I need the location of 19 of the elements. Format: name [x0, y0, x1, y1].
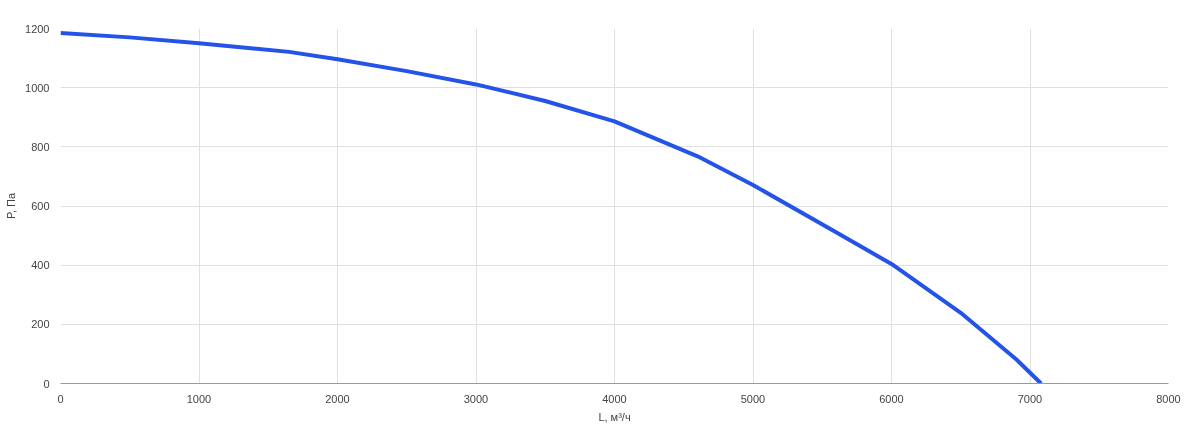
x-tick-label: 7000 — [1017, 392, 1043, 405]
y-axis-title: P, Па — [5, 192, 18, 220]
y-tick-label: 200 — [31, 318, 50, 331]
x-tick-label: 1000 — [186, 392, 212, 405]
y-tick-label: 0 — [43, 377, 50, 390]
x-tick-label: 3000 — [463, 392, 489, 405]
x-tick-label: 5000 — [740, 392, 766, 405]
y-tick-label: 600 — [31, 200, 50, 212]
line-series — [60, 30, 1044, 384]
x-tick-label: 2000 — [325, 392, 350, 405]
y-tick-label: 400 — [31, 259, 50, 272]
y-tick-label: 1200 — [25, 22, 50, 35]
x-tick-label: 0 — [57, 392, 64, 405]
y-tick-label: 1000 — [25, 81, 50, 94]
y-tick-label: 800 — [31, 140, 50, 153]
x-tick-label: 8000 — [1156, 392, 1181, 405]
x-tick-label: 4000 — [602, 392, 627, 405]
x-tick-label: 6000 — [879, 392, 904, 405]
x-axis-title: L, м³/ч — [598, 410, 631, 423]
